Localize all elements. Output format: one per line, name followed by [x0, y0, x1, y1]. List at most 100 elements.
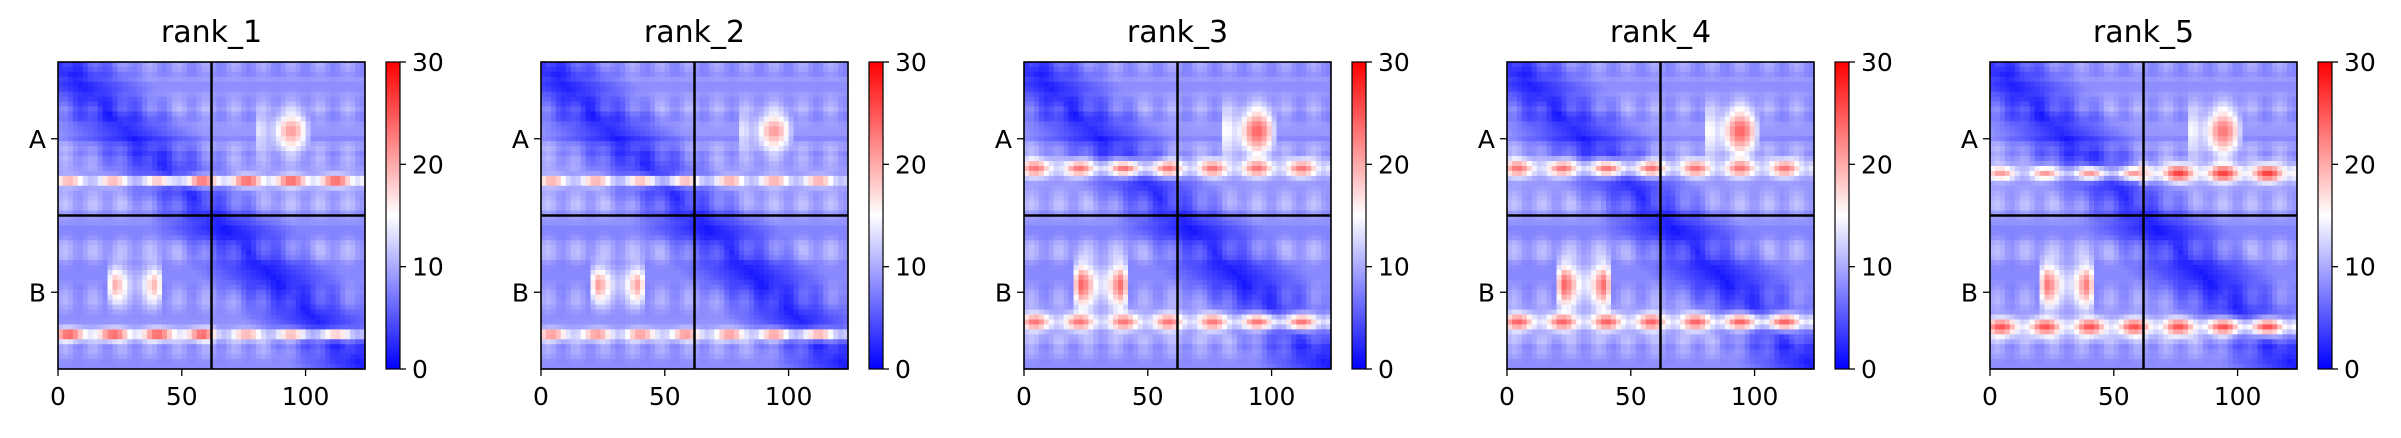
heatmap-cell — [142, 265, 148, 271]
heatmap-cell — [335, 235, 341, 241]
heatmap-cell — [281, 92, 287, 98]
heatmap-cell — [754, 131, 760, 137]
heatmap-cell — [246, 270, 252, 276]
heatmap-cell — [241, 156, 247, 162]
heatmap-cell — [117, 161, 123, 167]
heatmap-cell — [122, 97, 128, 103]
heatmap-cell — [236, 310, 242, 316]
heatmap-cell — [88, 305, 94, 311]
heatmap-cell — [127, 92, 133, 98]
heatmap-cell — [167, 112, 173, 118]
heatmap-cell — [127, 270, 133, 276]
heatmap-cell — [93, 270, 99, 276]
heatmap-cell — [615, 107, 621, 113]
heatmap-cell — [724, 102, 730, 108]
heatmap-cell — [108, 305, 114, 311]
heatmap-cell — [306, 131, 312, 137]
heatmap-cell — [177, 92, 183, 98]
heatmap-cell — [132, 290, 138, 296]
heatmap-cell — [325, 176, 331, 182]
heatmap-cell — [286, 240, 292, 246]
heatmap-cell — [157, 206, 163, 212]
heatmap-cell — [335, 265, 341, 271]
heatmap-cell — [828, 107, 834, 113]
heatmap-cell — [226, 92, 232, 98]
heatmap-cell — [152, 191, 158, 197]
heatmap-cell — [152, 270, 158, 276]
heatmap-cell — [330, 319, 336, 325]
heatmap-cell — [276, 230, 282, 236]
heatmap-cell — [301, 126, 307, 132]
heatmap-cell — [754, 126, 760, 132]
heatmap-cell — [98, 92, 104, 98]
heatmap-cell — [340, 67, 346, 73]
heatmap-cell — [350, 161, 356, 167]
heatmap-cell — [291, 220, 297, 226]
heatmap-cell — [197, 300, 203, 306]
heatmap-cell — [838, 97, 844, 103]
heatmap-cell — [197, 87, 203, 93]
heatmap-cell — [187, 349, 193, 355]
heatmap-cell — [197, 265, 203, 271]
heatmap-cell — [83, 260, 89, 266]
heatmap-cell — [157, 181, 163, 187]
heatmap-cell — [680, 112, 686, 118]
heatmap-cell — [281, 280, 287, 286]
heatmap-cell — [58, 136, 64, 142]
heatmap-cell — [266, 250, 272, 256]
heatmap-cell — [236, 334, 242, 340]
heatmap-cell — [789, 116, 795, 122]
heatmap-cell — [172, 191, 178, 197]
heatmap-cell — [192, 77, 198, 83]
heatmap-cell — [345, 92, 351, 98]
heatmap-cell — [216, 295, 222, 301]
heatmap-cell — [320, 186, 326, 192]
heatmap-cell — [142, 206, 148, 212]
heatmap-cell — [98, 82, 104, 88]
heatmap-cell — [122, 126, 128, 132]
heatmap-cell — [73, 151, 79, 157]
heatmap-cell — [68, 225, 74, 231]
heatmap-cell — [301, 255, 307, 261]
heatmap-cell — [182, 290, 188, 296]
heatmap-cell — [197, 240, 203, 246]
heatmap-cell — [202, 310, 208, 316]
heatmap-cell — [88, 176, 94, 182]
heatmap-cell — [645, 141, 651, 147]
heatmap-cell — [108, 186, 114, 192]
heatmap-cell — [266, 305, 272, 311]
heatmap-cell — [197, 62, 203, 68]
heatmap-cell — [823, 92, 829, 98]
heatmap-cell — [93, 235, 99, 241]
heatmap-cell — [301, 310, 307, 316]
heatmap-cell — [320, 87, 326, 93]
heatmap-cell — [197, 156, 203, 162]
heatmap-cell — [714, 102, 720, 108]
heatmap-cell — [680, 82, 686, 88]
heatmap-cell — [276, 126, 282, 132]
heatmap-cell — [709, 146, 715, 152]
heatmap-cell — [251, 181, 257, 187]
heatmap-cell — [330, 295, 336, 301]
heatmap-cell — [127, 354, 133, 360]
heatmap-cell — [306, 280, 312, 286]
heatmap-cell — [325, 275, 331, 281]
heatmap-cell — [838, 87, 844, 93]
heatmap-cell — [640, 146, 646, 152]
heatmap-cell — [236, 166, 242, 172]
heatmap-cell — [350, 151, 356, 157]
heatmap-cell — [818, 107, 824, 113]
heatmap-cell — [192, 275, 198, 281]
heatmap-cell — [157, 191, 163, 197]
heatmap-cell — [132, 121, 138, 127]
heatmap-cell — [276, 136, 282, 142]
heatmap-cell — [137, 305, 143, 311]
heatmap-cell — [714, 126, 720, 132]
heatmap-cell — [251, 315, 257, 321]
heatmap-cell — [764, 72, 770, 78]
heatmap-cell — [256, 329, 262, 335]
heatmap-cell — [281, 176, 287, 182]
heatmap-cell — [137, 186, 143, 192]
heatmap-cell — [63, 230, 69, 236]
heatmap-cell — [586, 97, 592, 103]
